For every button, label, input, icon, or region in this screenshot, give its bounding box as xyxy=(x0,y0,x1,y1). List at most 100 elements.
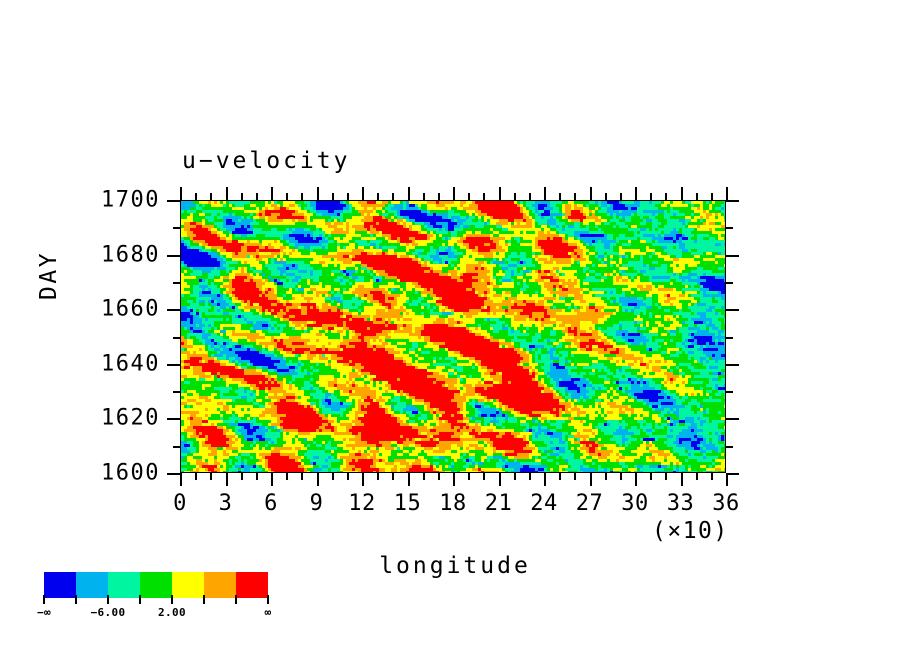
colorbar-tick xyxy=(139,595,141,604)
x-minor-tick-top xyxy=(301,193,303,200)
x-major-tick-top xyxy=(726,187,728,200)
colorbar-tick xyxy=(235,595,237,604)
x-minor-tick xyxy=(438,473,440,480)
x-minor-tick xyxy=(620,473,622,480)
y-tick-label: 1600 xyxy=(101,460,160,486)
y-minor-tick-right xyxy=(726,446,733,448)
x-major-tick xyxy=(681,473,683,486)
x-minor-tick xyxy=(483,473,485,480)
y-major-tick xyxy=(167,418,180,420)
y-major-tick xyxy=(167,255,180,257)
x-minor-tick-top xyxy=(286,193,288,200)
x-major-tick-top xyxy=(544,187,546,200)
y-tick-label: 1680 xyxy=(101,242,160,268)
y-tick-label: 1640 xyxy=(101,351,160,377)
x-minor-tick xyxy=(665,473,667,480)
colorbar-label: ∞ xyxy=(264,606,272,619)
colorbar-tick xyxy=(107,595,109,604)
x-minor-tick-top xyxy=(711,193,713,200)
x-minor-tick xyxy=(377,473,379,480)
x-major-tick xyxy=(317,473,319,486)
heatmap-field[interactable] xyxy=(181,201,725,472)
y-minor-tick-right xyxy=(726,282,733,284)
colorbar-band-blue[interactable] xyxy=(44,572,76,598)
x-minor-tick xyxy=(301,473,303,480)
x-minor-tick-top xyxy=(347,193,349,200)
x-minor-tick xyxy=(696,473,698,480)
y-major-tick-right xyxy=(726,255,739,257)
x-minor-tick xyxy=(605,473,607,480)
plot-area[interactable] xyxy=(180,200,726,473)
x-minor-tick xyxy=(468,473,470,480)
x-tick-label: 6 xyxy=(264,491,278,516)
x-major-tick-top xyxy=(681,187,683,200)
y-major-tick xyxy=(167,473,180,475)
y-minor-tick-right xyxy=(726,337,733,339)
x-minor-tick-top xyxy=(438,193,440,200)
y-major-tick-right xyxy=(726,309,739,311)
x-major-tick-top xyxy=(226,187,228,200)
x-tick-label: 21 xyxy=(484,491,513,516)
x-minor-tick-top xyxy=(665,193,667,200)
x-minor-tick xyxy=(574,473,576,480)
y-major-tick-right xyxy=(726,473,739,475)
colorbar-tick xyxy=(203,595,205,604)
colorbar[interactable] xyxy=(44,572,268,598)
y-major-tick-right xyxy=(726,364,739,366)
x-minor-tick xyxy=(711,473,713,480)
x-minor-tick-top xyxy=(468,193,470,200)
x-tick-label: 27 xyxy=(575,491,604,516)
x-major-tick-top xyxy=(499,187,501,200)
colorbar-label: 2.00 xyxy=(157,606,187,619)
colorbar-label: −∞ xyxy=(36,606,52,619)
x-minor-tick xyxy=(423,473,425,480)
x-axis-multiplier: (×10) xyxy=(652,518,729,544)
x-tick-label: 24 xyxy=(530,491,558,516)
y-tick-label: 1700 xyxy=(101,187,160,213)
y-minor-tick xyxy=(173,337,180,339)
x-major-tick-top xyxy=(317,187,319,200)
colorbar-band-yellow[interactable] xyxy=(172,572,204,598)
x-minor-tick-top xyxy=(256,193,258,200)
x-tick-label: 36 xyxy=(712,491,740,516)
y-minor-tick-right xyxy=(726,227,733,229)
y-minor-tick-right xyxy=(726,391,733,393)
x-major-tick-top xyxy=(271,187,273,200)
x-tick-label: 9 xyxy=(309,491,324,516)
x-major-tick xyxy=(226,473,228,486)
x-minor-tick xyxy=(650,473,652,480)
colorbar-label: −6.00 xyxy=(90,606,126,619)
x-major-tick xyxy=(635,473,637,486)
x-minor-tick-top xyxy=(529,193,531,200)
x-minor-tick-top xyxy=(696,193,698,200)
x-minor-tick xyxy=(256,473,258,480)
x-major-tick-top xyxy=(180,187,182,200)
x-minor-tick-top xyxy=(483,193,485,200)
x-minor-tick xyxy=(392,473,394,480)
x-minor-tick-top xyxy=(392,193,394,200)
x-minor-tick-top xyxy=(332,193,334,200)
x-major-tick-top xyxy=(453,187,455,200)
x-major-tick xyxy=(544,473,546,486)
colorbar-band-cyan[interactable] xyxy=(76,572,108,598)
colorbar-band-green[interactable] xyxy=(140,572,172,598)
x-minor-tick xyxy=(241,473,243,480)
y-tick-label: 1620 xyxy=(101,405,160,431)
x-minor-tick-top xyxy=(514,193,516,200)
x-major-tick xyxy=(726,473,728,486)
colorbar-band-orange[interactable] xyxy=(204,572,236,598)
x-minor-tick xyxy=(514,473,516,480)
colorbar-band-spring-green[interactable] xyxy=(108,572,140,598)
x-minor-tick-top xyxy=(423,193,425,200)
x-tick-label: 12 xyxy=(348,491,376,516)
y-minor-tick xyxy=(173,282,180,284)
colorbar-tick xyxy=(267,595,269,604)
x-major-tick xyxy=(499,473,501,486)
y-major-tick-right xyxy=(726,418,739,420)
x-minor-tick xyxy=(529,473,531,480)
x-minor-tick xyxy=(347,473,349,480)
y-major-tick xyxy=(167,309,180,311)
colorbar-band-red[interactable] xyxy=(236,572,268,598)
x-tick-label: 3 xyxy=(218,491,233,516)
x-minor-tick xyxy=(332,473,334,480)
